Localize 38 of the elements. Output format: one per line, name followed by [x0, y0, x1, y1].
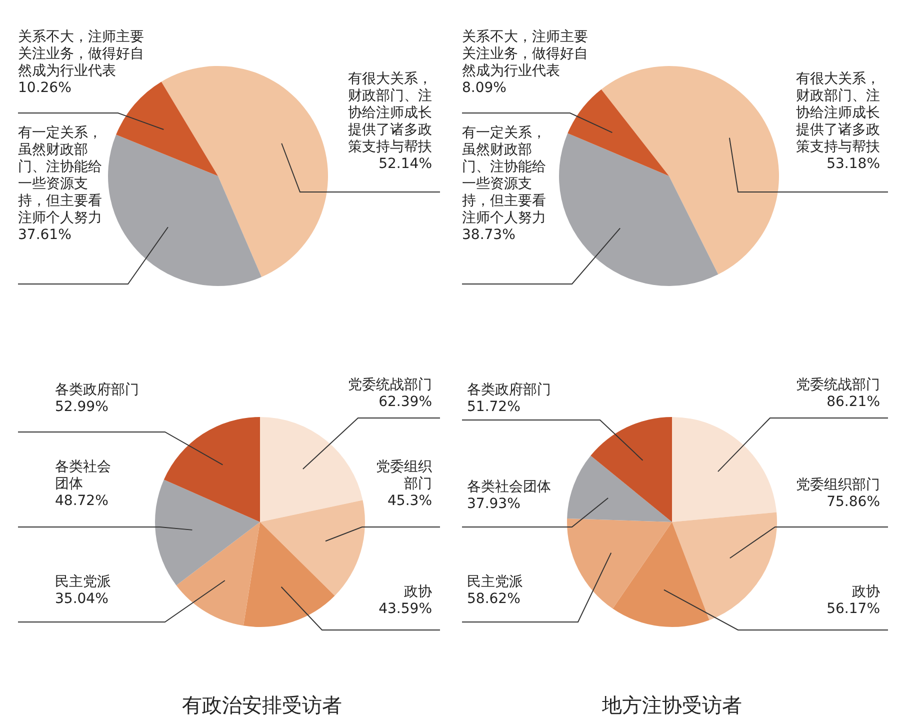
data-label: 48.72%	[55, 493, 110, 510]
slice-label: 有很大关系，财政部门、注协给注师成长提供了诸多政策支持与帮扶	[795, 71, 880, 156]
data-label: 45.3%	[386, 493, 432, 510]
data-label: 38.73%	[462, 227, 516, 244]
slice-label: 党委组织部门	[795, 477, 880, 494]
data-label: 10.26%	[18, 80, 72, 97]
data-label: 62.39%	[378, 394, 432, 411]
slice-label: 各类政府部门	[55, 382, 140, 399]
data-label: 86.21%	[826, 394, 880, 411]
data-label: 35.04%	[55, 591, 110, 608]
data-label: 52.99%	[55, 399, 110, 416]
slice-label: 有很大关系，财政部门、注协给注师成长提供了诸多政策支持与帮扶	[347, 71, 432, 156]
slice-label: 民主党派	[55, 574, 112, 591]
data-label: 37.93%	[467, 496, 522, 513]
text: 地方注协受访者	[601, 693, 742, 717]
data-label: 58.62%	[467, 591, 522, 608]
data-label: 43.59%	[378, 601, 432, 618]
slice-label: 各类社会团体	[55, 459, 112, 493]
slice-label: 政协	[403, 584, 432, 601]
slice-label: 各类社会团体	[467, 479, 552, 496]
data-label: 37.61%	[18, 227, 72, 244]
data-label: 75.86%	[826, 494, 880, 511]
slice-label: 各类政府部门	[467, 382, 552, 399]
slice-label: 政协	[851, 584, 880, 601]
data-label: 52.14%	[378, 156, 432, 173]
data-label: 51.72%	[467, 399, 522, 416]
slice-label: 党委组织部门	[375, 459, 432, 493]
text: 有政治安排受访者	[182, 693, 342, 717]
data-label: 8.09%	[462, 80, 508, 97]
slice-label: 关系不大，注师主要关注业务，做得好自然成为行业代表	[462, 29, 589, 80]
slice-label: 有一定关系，虽然财政部门、注协能给一些资源支持，但主要看注师个人努力	[18, 125, 103, 227]
slice-label: 民主党派	[467, 574, 524, 591]
slice-label: 党委统战部门	[347, 377, 432, 394]
slice-label: 关系不大，注师主要关注业务，做得好自然成为行业代表	[18, 29, 145, 80]
slice-label: 党委统战部门	[795, 377, 880, 394]
slice-label: 有一定关系，虽然财政部门、注协能给一些资源支持，但主要看注师个人努力	[462, 125, 547, 227]
data-label: 56.17%	[826, 601, 880, 618]
data-label: 53.18%	[826, 156, 880, 173]
